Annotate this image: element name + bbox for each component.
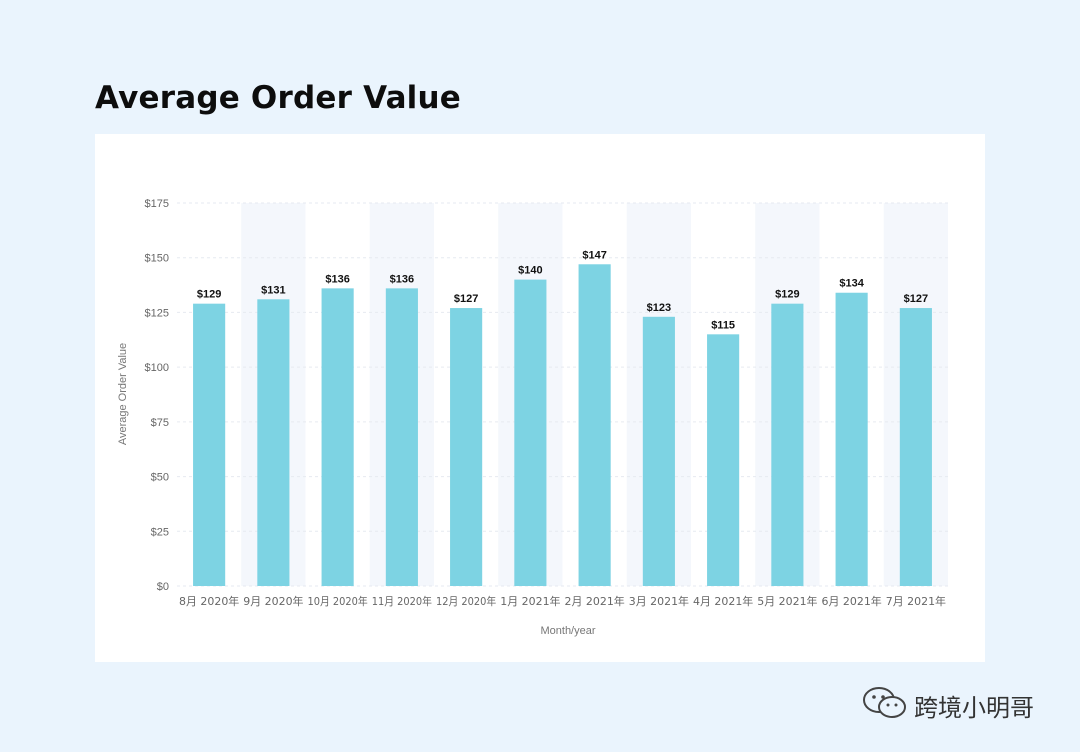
bar-value-label: $147	[582, 249, 606, 261]
bar-value-label: $123	[647, 302, 671, 314]
x-tick-label: 5月 2021年	[757, 594, 817, 608]
bar	[193, 303, 226, 586]
bar-value-label: $140	[518, 265, 542, 277]
y-tick-label: $50	[151, 472, 169, 484]
bar-value-label: $115	[711, 319, 735, 331]
bar-value-label: $127	[454, 293, 478, 305]
x-tick-label: 3月 2021年	[629, 594, 689, 608]
bar	[514, 279, 547, 586]
bar	[321, 288, 354, 586]
bar-chart: $129 $131 $136 $136 $127 $140 $147 $123 $115 $129…	[117, 198, 948, 637]
bar-value-label: $136	[325, 273, 349, 285]
wechat-icon	[862, 686, 908, 725]
bar-value-label: $129	[197, 289, 221, 301]
x-tick-label: 12月 2020年	[436, 594, 496, 608]
bar	[899, 308, 932, 586]
x-tick-label: 8月 2020年	[179, 594, 239, 608]
y-tick-label: $100	[145, 362, 169, 374]
x-tick-label: 4月 2021年	[693, 594, 753, 608]
bar-value-label: $131	[261, 284, 285, 296]
y-tick-label: $0	[157, 581, 169, 593]
bar	[450, 308, 483, 586]
bar	[707, 334, 740, 586]
bar	[642, 316, 675, 586]
x-tick-label: 7月 2021年	[886, 594, 946, 608]
bar-value-label: $136	[390, 273, 414, 285]
x-tick-label: 1月 2021年	[500, 594, 560, 608]
y-tick-label: $75	[151, 417, 169, 429]
watermark-text: 跨境小明哥	[914, 694, 1034, 722]
bar	[578, 264, 611, 586]
x-tick-label: 6月 2021年	[822, 594, 882, 608]
y-axis-label: Average Order Value	[117, 343, 129, 445]
chart-title: Average Order Value	[95, 80, 462, 116]
bar	[257, 299, 290, 586]
x-axis-label: Month/year	[540, 625, 595, 637]
x-tick-label: 9月 2020年	[243, 594, 303, 608]
bar-value-label: $134	[839, 278, 864, 290]
bar	[835, 292, 868, 586]
y-tick-label: $125	[145, 307, 169, 319]
watermark: 跨境小明哥	[862, 686, 1034, 725]
x-tick-label: 11月 2020年	[372, 594, 432, 608]
y-tick-label: $150	[145, 253, 169, 265]
bar	[385, 288, 418, 586]
y-tick-label: $175	[145, 198, 169, 210]
bar-value-label: $129	[775, 289, 799, 301]
x-tick-label: 10月 2020年	[308, 594, 368, 608]
bar	[771, 303, 804, 586]
x-tick-label: 2月 2021年	[565, 594, 625, 608]
bar-value-label: $127	[904, 293, 928, 305]
y-tick-label: $25	[151, 526, 169, 538]
chart-card: $129 $131 $136 $136 $127 $140 $147 $123 $115 $129…	[95, 134, 985, 662]
